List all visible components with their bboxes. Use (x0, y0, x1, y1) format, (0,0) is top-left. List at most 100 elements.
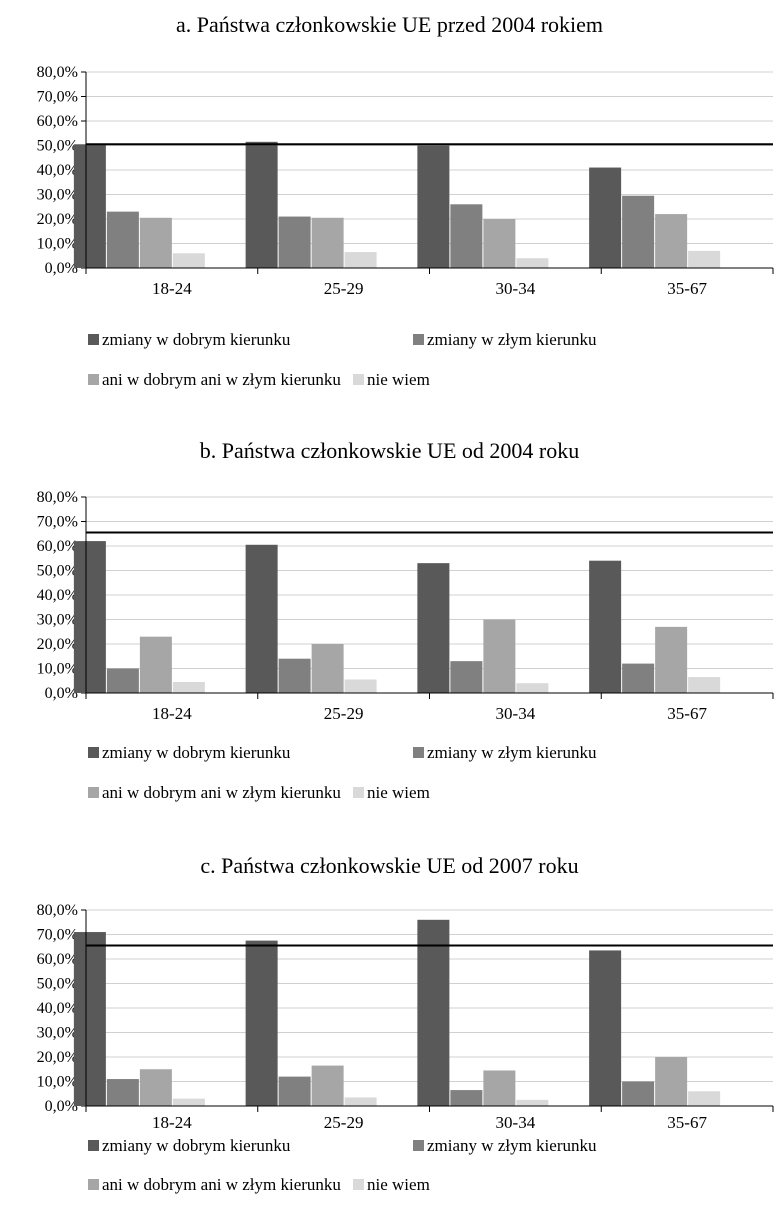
bar-zmiany-w-dobrym-kierunku (73, 144, 106, 268)
y-tick-label: 20,0% (37, 636, 78, 653)
bar-zmiany-w-złym-kierunku (106, 211, 139, 268)
bar-nie-wiem (516, 1099, 549, 1106)
legend-label: nie wiem (367, 1175, 430, 1194)
bar-zmiany-w-dobrym-kierunku (417, 145, 450, 268)
bar-zmiany-w-złym-kierunku (622, 1081, 655, 1106)
bar-nie-wiem (344, 1097, 377, 1106)
legend-item: ani w dobrym ani w złym kierunku (88, 370, 341, 390)
legend-swatch (353, 787, 364, 798)
legend-item: zmiany w złym kierunku (413, 743, 597, 763)
bar-ani-w-dobrym-ani-w-złym-kierunku (311, 217, 344, 268)
legend-swatch (413, 334, 424, 345)
legend-swatch (88, 1140, 99, 1151)
x-tick-label: 25-29 (324, 704, 364, 723)
bar-zmiany-w-dobrym-kierunku (245, 141, 278, 268)
y-tick-label: 50,0% (37, 976, 78, 993)
legend-swatch (88, 787, 99, 798)
y-tick-label: 50,0% (37, 138, 78, 155)
legend-swatch (88, 1179, 99, 1190)
x-tick-label: 30-34 (496, 1113, 536, 1132)
legend-label: ani w dobrym ani w złym kierunku (102, 783, 341, 802)
bar-nie-wiem (688, 1091, 721, 1106)
y-tick-label: 10,0% (37, 661, 78, 678)
legend-item: nie wiem (353, 370, 430, 390)
y-tick-label: 10,0% (37, 236, 78, 253)
y-tick-label: 0,0% (45, 685, 78, 702)
x-tick-label: 30-34 (496, 279, 536, 298)
y-tick-label: 70,0% (37, 89, 78, 106)
bar-nie-wiem (172, 1098, 205, 1106)
chart-title-b: b. Państwa członkowskie UE od 2004 roku (199, 438, 580, 463)
y-tick-label: 20,0% (37, 211, 78, 228)
legend-swatch (88, 747, 99, 758)
y-tick-label: 40,0% (37, 1000, 78, 1017)
y-tick-label: 70,0% (37, 927, 78, 944)
legend-label: zmiany w złym kierunku (427, 743, 597, 762)
bar-ani-w-dobrym-ani-w-złym-kierunku (655, 626, 688, 693)
y-tick-label: 10,0% (37, 1074, 78, 1091)
legend-item: nie wiem (353, 1175, 430, 1195)
y-tick-label: 70,0% (37, 514, 78, 531)
y-tick-label: 60,0% (37, 951, 78, 968)
legend-item: zmiany w dobrym kierunku (88, 1136, 290, 1156)
bar-zmiany-w-dobrym-kierunku (73, 541, 106, 693)
y-tick-label: 50,0% (37, 563, 78, 580)
bar-nie-wiem (516, 258, 549, 268)
chart-title-c: c. Państwa członkowskie UE od 2007 roku (200, 853, 579, 878)
x-tick-label: 18-24 (152, 279, 192, 298)
bar-zmiany-w-dobrym-kierunku (417, 563, 450, 693)
legend-label: ani w dobrym ani w złym kierunku (102, 1175, 341, 1194)
y-tick-label: 60,0% (37, 113, 78, 130)
y-tick-label: 0,0% (45, 1098, 78, 1115)
bar-ani-w-dobrym-ani-w-złym-kierunku (139, 217, 172, 268)
legend-swatch (353, 374, 364, 385)
y-tick-label: 30,0% (37, 187, 78, 204)
legend-item: zmiany w dobrym kierunku (88, 743, 290, 763)
bar-zmiany-w-dobrym-kierunku (245, 544, 278, 693)
legend-label: zmiany w dobrym kierunku (102, 743, 291, 762)
bar-nie-wiem (516, 683, 549, 693)
legend-label: zmiany w złym kierunku (427, 330, 597, 349)
bar-zmiany-w-dobrym-kierunku (589, 950, 622, 1106)
bar-zmiany-w-dobrym-kierunku (589, 167, 622, 268)
bar-ani-w-dobrym-ani-w-złym-kierunku (655, 214, 688, 268)
x-tick-label: 18-24 (152, 704, 192, 723)
y-tick-label: 80,0% (37, 489, 78, 506)
bar-zmiany-w-złym-kierunku (278, 216, 311, 268)
legend-swatch (413, 1140, 424, 1151)
plot-area-c: 0,0% 10,0% 20,0% 30,0% 40,0% 50,0% 60,0% 70,0% 8… (37, 902, 774, 1132)
y-tick-label: 60,0% (37, 538, 78, 555)
y-tick-label: 80,0% (37, 902, 78, 919)
plot-area-b: 0,0% 10,0% 20,0% 30,0% 40,0% 50,0% 60,0% 70,0% 8… (37, 489, 774, 723)
bar-zmiany-w-złym-kierunku (622, 195, 655, 268)
bar-zmiany-w-złym-kierunku (450, 204, 483, 268)
bar-ani-w-dobrym-ani-w-złym-kierunku (139, 636, 172, 693)
x-tick-label: 25-29 (324, 1113, 364, 1132)
bar-zmiany-w-dobrym-kierunku (417, 919, 450, 1106)
bar-zmiany-w-dobrym-kierunku (245, 940, 278, 1106)
bar-zmiany-w-złym-kierunku (106, 1079, 139, 1106)
bar-zmiany-w-dobrym-kierunku (589, 560, 622, 693)
y-tick-label: 40,0% (37, 587, 78, 604)
bar-zmiany-w-złym-kierunku (622, 663, 655, 693)
bar-zmiany-w-złym-kierunku (450, 1090, 483, 1106)
legend-swatch (88, 334, 99, 345)
chart-title-a: a. Państwa członkowskie UE przed 2004 ro… (175, 12, 604, 37)
legend-swatch (88, 374, 99, 385)
legend-item: nie wiem (353, 783, 430, 803)
x-tick-label: 35-67 (667, 1113, 707, 1132)
legend-item: ani w dobrym ani w złym kierunku (88, 1175, 341, 1195)
bar-ani-w-dobrym-ani-w-złym-kierunku (483, 1070, 516, 1106)
y-tick-label: 80,0% (37, 64, 78, 81)
bar-zmiany-w-złym-kierunku (278, 658, 311, 693)
bar-ani-w-dobrym-ani-w-złym-kierunku (655, 1057, 688, 1106)
legend-label: zmiany w dobrym kierunku (102, 1136, 291, 1155)
y-tick-label: 40,0% (37, 162, 78, 179)
y-tick-label: 30,0% (37, 1025, 78, 1042)
legend-item: zmiany w złym kierunku (413, 1136, 597, 1156)
plot-area-a: 0,0% 10,0% 20,0% 30,0% 40,0% 50,0% 60,0% 70,0% 8… (37, 64, 774, 298)
y-tick-label: 30,0% (37, 612, 78, 629)
x-tick-label: 18-24 (152, 1113, 192, 1132)
legend-swatch (353, 1179, 364, 1190)
legend-label: nie wiem (367, 370, 430, 389)
